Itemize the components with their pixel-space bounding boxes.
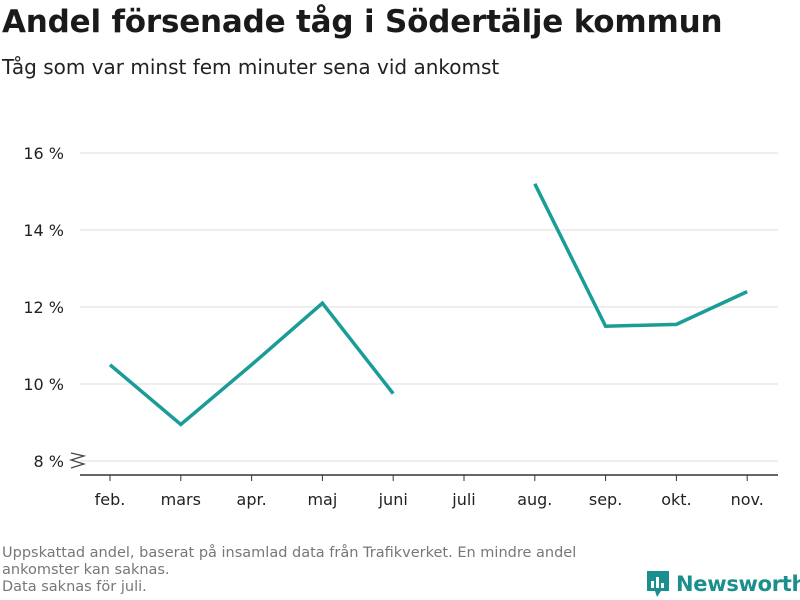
x-tick-label: aug. <box>517 490 552 509</box>
y-tick-label: 16 % <box>23 144 64 163</box>
x-tick-label: juli <box>451 490 475 509</box>
series-line <box>533 183 748 329</box>
brand: Newsworthy <box>645 569 800 599</box>
y-tick-label: 8 % <box>34 452 64 471</box>
x-tick-label: apr. <box>237 490 267 509</box>
brand-name: Newsworthy <box>676 572 800 596</box>
x-tick-label: mars <box>161 490 201 509</box>
x-tick-label: maj <box>307 490 337 509</box>
series-lines <box>108 183 748 427</box>
gridlines <box>80 152 778 462</box>
bar-chart-speech-bubble-icon <box>647 571 669 597</box>
y-axis-ticks: 8 % 10 % 12 % 14 % 16 % <box>23 144 64 471</box>
x-tick-label: feb. <box>95 490 126 509</box>
footnote-line-2: Data saknas för juli. <box>2 579 147 595</box>
y-tick-label: 14 % <box>23 221 64 240</box>
footnote: Uppskattad andel, baserat på insamlad da… <box>2 545 642 596</box>
x-tick-label: nov. <box>731 490 764 509</box>
line-chart: 8 % 10 % 12 % 14 % 16 % feb. mars apr. maj juni j… <box>23 144 778 509</box>
series-line <box>108 300 395 427</box>
y-tick-label: 12 % <box>23 298 64 317</box>
x-axis: feb. mars apr. maj juni juli aug. sep. okt. nov. <box>68 452 778 509</box>
x-tick-label: sep. <box>589 490 622 509</box>
footnote-line-1: Uppskattad andel, baserat på insamlad da… <box>2 545 577 578</box>
x-tick-label: okt. <box>661 490 691 509</box>
x-tick-label: juni <box>378 490 408 509</box>
y-tick-label: 10 % <box>23 375 64 394</box>
chart-subtitle: Tåg som var minst fem minuter sena vid a… <box>2 55 500 79</box>
chart-title: Andel försenade tåg i Södertälje kommun <box>2 4 723 40</box>
axis-break-mark <box>68 452 87 469</box>
